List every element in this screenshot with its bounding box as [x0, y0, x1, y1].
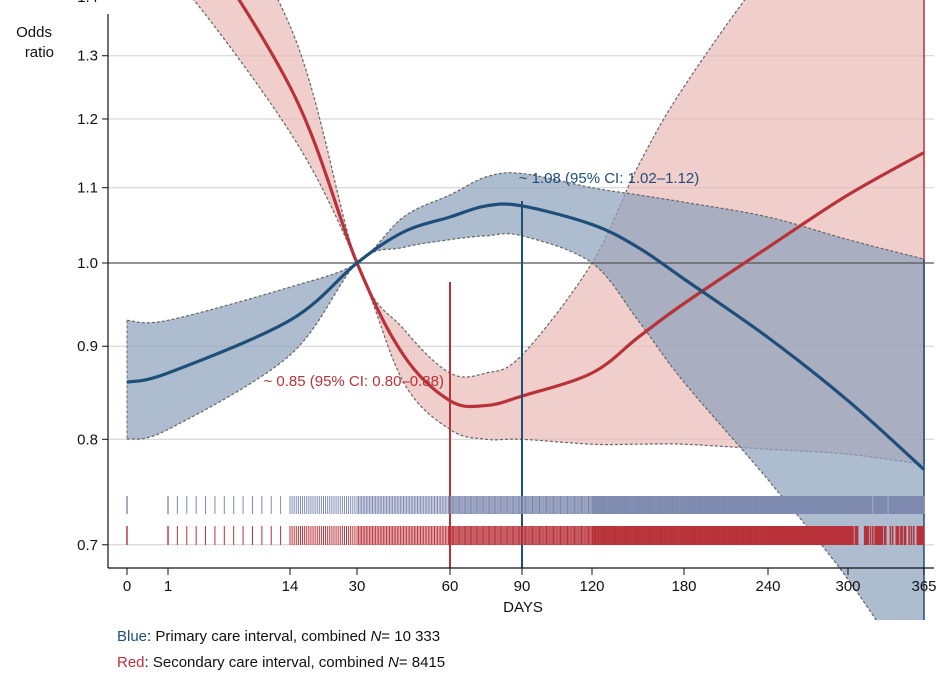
x-tick-label-120: 120: [579, 578, 604, 595]
y-tick-label-0.7: 0.7: [77, 537, 98, 554]
caption-red-text-b: = 8415: [398, 654, 446, 671]
caption-red-text-a: : Secondary care interval, combined: [144, 654, 388, 671]
series-lines: [126, 0, 926, 471]
odds-ratio-chart: ~ 1.08 (95% CI: 1.02–1.12) ~ 0.85 (95% CI…: [16, 0, 937, 620]
x-tick-label-300: 300: [835, 578, 860, 595]
x-tick-label-90: 90: [514, 578, 531, 595]
rug-plots: [126, 496, 925, 545]
x-tick-label-60: 60: [442, 578, 459, 595]
caption-blue-key: Blue: [117, 628, 148, 645]
rug-red: [126, 526, 925, 545]
y-tick-label-1.0: 1.0: [77, 255, 98, 272]
y-tick-label-1.1: 1.1: [77, 180, 98, 197]
band-blue: [127, 172, 924, 620]
x-tick-label-30: 30: [349, 578, 366, 595]
y-tick-label-0.9: 0.9: [77, 338, 98, 355]
caption-blue: Blue: Primary care interval, combined N=…: [117, 628, 440, 645]
x-tick-label-240: 240: [755, 578, 780, 595]
caption-blue-n: N: [370, 628, 382, 645]
y-tick-label-0.8: 0.8: [77, 431, 98, 448]
band-upper-red: [277, 0, 746, 378]
rug-blue: [126, 496, 925, 514]
y-axis-label-line1: Odds: [16, 24, 52, 41]
caption-red-n: N: [388, 654, 399, 671]
x-tick-label-365: 365: [911, 578, 936, 595]
y-tick-label-1.2: 1.2: [77, 111, 98, 128]
marker-lines: ~ 1.08 (95% CI: 1.02–1.12) ~ 0.85 (95% CI…: [263, 170, 699, 568]
marker-label-blue: ~ 1.08 (95% CI: 1.02–1.12): [519, 170, 700, 187]
marker-label-red: ~ 0.85 (95% CI: 0.80–0.88): [263, 373, 444, 390]
x-tick-label-0: 0: [123, 578, 131, 595]
line-red: [237, 0, 925, 409]
axes: 0.70.80.91.01.11.21.31.41.51.61.71.80114…: [77, 0, 936, 595]
caption-red-key: Red: [117, 654, 145, 671]
y-tick-label-1.3: 1.3: [77, 48, 98, 65]
caption-blue-text-a: : Primary care interval, combined: [147, 628, 371, 645]
x-axis-label: DAYS: [503, 599, 543, 616]
x-tick-label-14: 14: [282, 578, 299, 595]
y-tick-label-1.4: 1.4: [77, 0, 98, 6]
x-tick-label-180: 180: [671, 578, 696, 595]
band-upper-blue: [126, 172, 925, 324]
y-axis-label-line2: ratio: [25, 44, 54, 61]
caption-blue-text-b: = 10 333: [381, 628, 441, 645]
x-tick-label-1: 1: [164, 578, 172, 595]
caption-red: Red: Secondary care interval, combined N…: [117, 654, 445, 671]
line-blue: [126, 202, 926, 471]
